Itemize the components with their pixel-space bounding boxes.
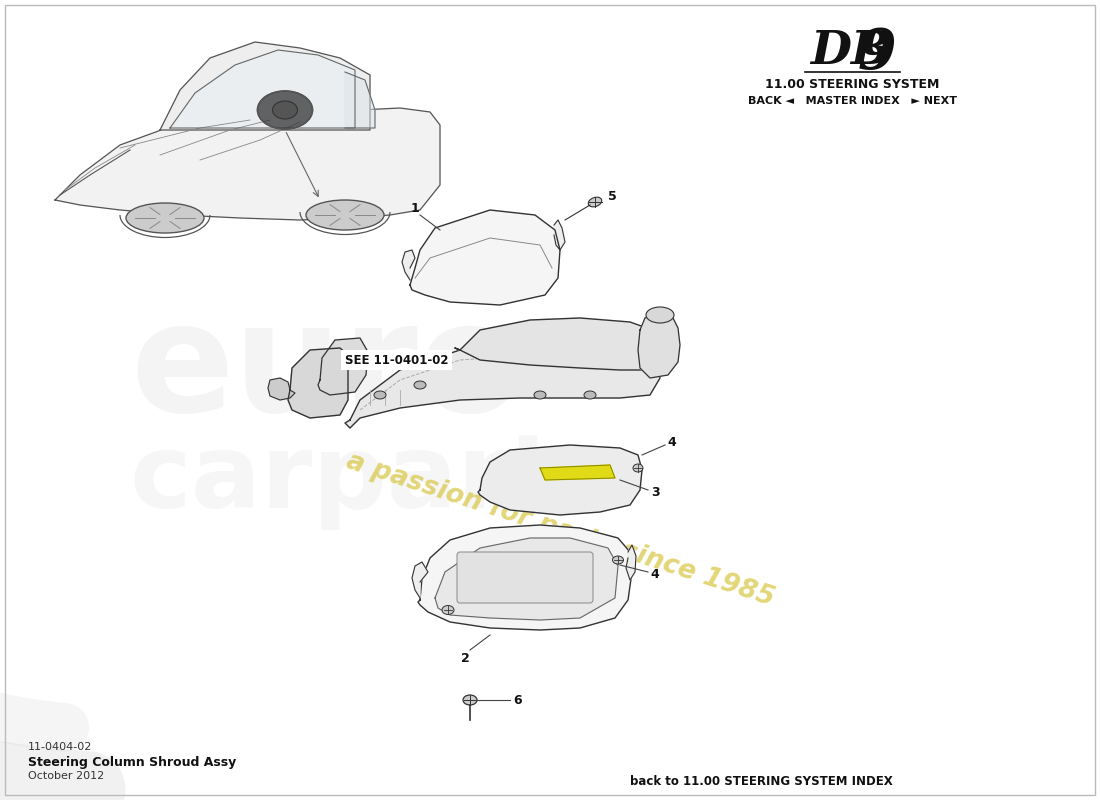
Text: 4: 4: [650, 569, 659, 582]
Ellipse shape: [613, 556, 624, 564]
Polygon shape: [160, 42, 370, 130]
Ellipse shape: [588, 197, 602, 207]
Ellipse shape: [126, 203, 204, 233]
Text: 6: 6: [514, 694, 522, 706]
Text: 3: 3: [651, 486, 659, 498]
Polygon shape: [170, 50, 355, 128]
Text: a passion for parts since 1985: a passion for parts since 1985: [343, 448, 778, 612]
Ellipse shape: [374, 391, 386, 399]
Text: 9: 9: [858, 26, 896, 81]
Ellipse shape: [632, 464, 644, 472]
Polygon shape: [268, 378, 295, 400]
Polygon shape: [318, 338, 368, 395]
Ellipse shape: [257, 91, 312, 129]
Ellipse shape: [414, 381, 426, 389]
Ellipse shape: [442, 606, 454, 614]
Text: 5: 5: [607, 190, 616, 202]
Text: 11-0404-02: 11-0404-02: [28, 742, 92, 752]
Ellipse shape: [584, 391, 596, 399]
Polygon shape: [412, 562, 428, 598]
Ellipse shape: [273, 101, 297, 119]
Polygon shape: [554, 220, 565, 250]
Text: 11.00 STEERING SYSTEM: 11.00 STEERING SYSTEM: [764, 78, 939, 91]
FancyBboxPatch shape: [456, 552, 593, 603]
Text: BACK ◄   MASTER INDEX   ► NEXT: BACK ◄ MASTER INDEX ► NEXT: [748, 96, 957, 106]
Text: back to 11.00 STEERING SYSTEM INDEX: back to 11.00 STEERING SYSTEM INDEX: [630, 775, 893, 788]
Polygon shape: [455, 318, 660, 370]
Ellipse shape: [306, 200, 384, 230]
Polygon shape: [418, 525, 632, 630]
Text: 2: 2: [461, 651, 470, 665]
Polygon shape: [540, 465, 615, 480]
Text: October 2012: October 2012: [28, 771, 105, 781]
Text: 1: 1: [410, 202, 419, 214]
Polygon shape: [626, 545, 636, 580]
Text: carparts: carparts: [130, 430, 621, 530]
Polygon shape: [478, 445, 642, 515]
Text: 4: 4: [668, 435, 676, 449]
Text: DB: DB: [810, 28, 891, 74]
Polygon shape: [288, 348, 348, 418]
Polygon shape: [55, 108, 440, 220]
Polygon shape: [410, 210, 560, 305]
Polygon shape: [345, 72, 375, 128]
Text: Steering Column Shroud Assy: Steering Column Shroud Assy: [28, 756, 236, 769]
Ellipse shape: [646, 307, 674, 323]
Polygon shape: [638, 312, 680, 378]
Polygon shape: [434, 538, 618, 620]
Ellipse shape: [463, 695, 477, 705]
Polygon shape: [402, 250, 415, 280]
Text: euro: euro: [130, 295, 522, 445]
Polygon shape: [345, 345, 660, 428]
Text: SEE 11-0401-02: SEE 11-0401-02: [345, 354, 449, 366]
Ellipse shape: [534, 391, 546, 399]
